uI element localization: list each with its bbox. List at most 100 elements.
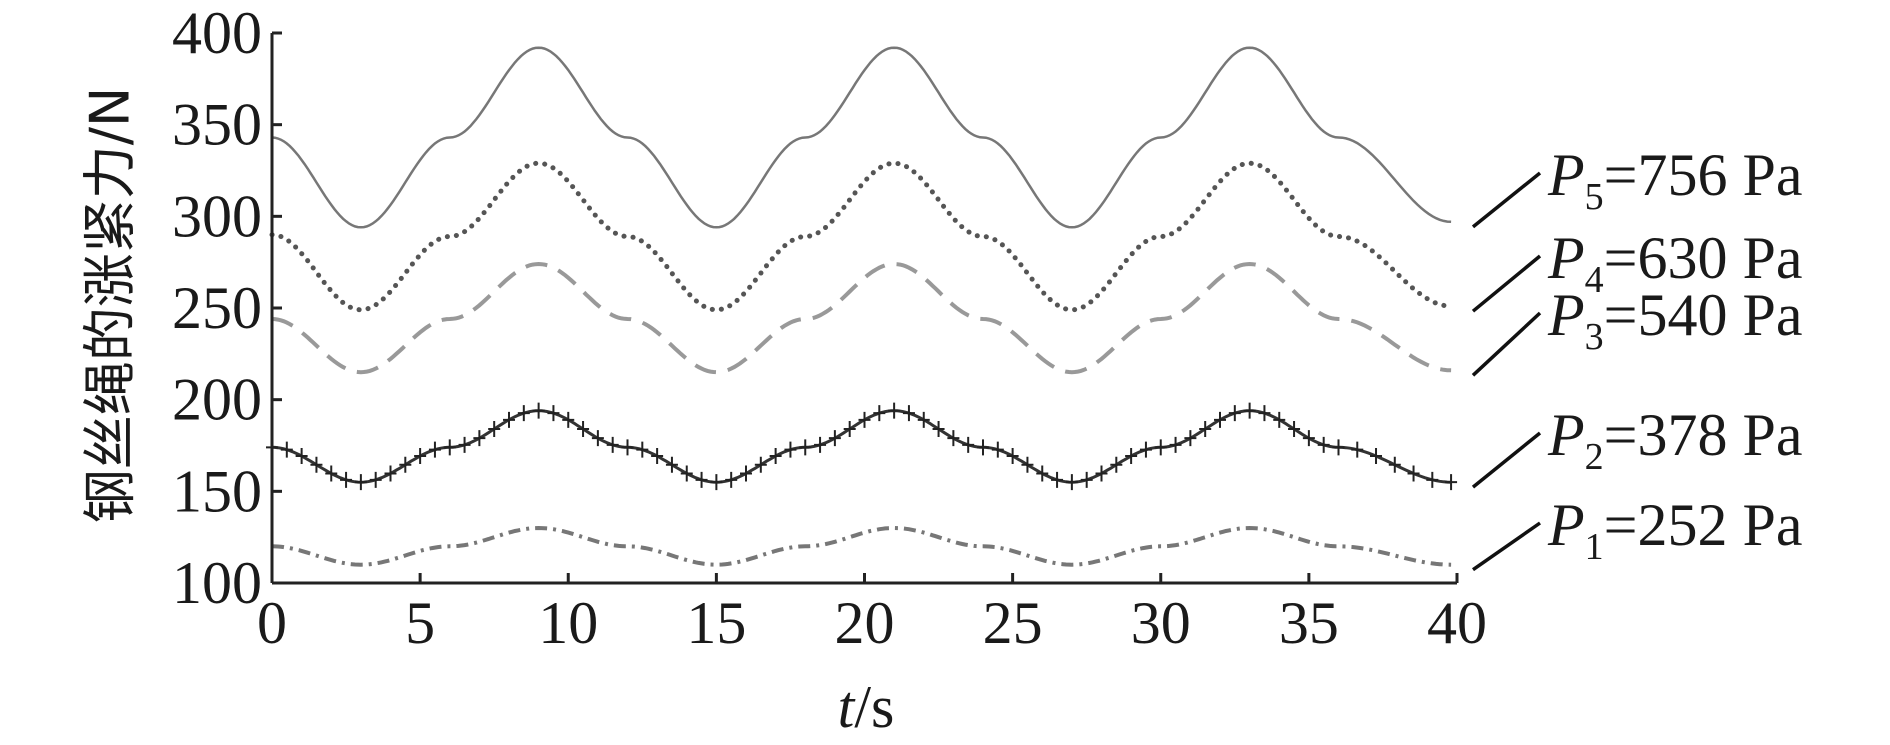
- x-axis-title: t/s: [838, 674, 895, 740]
- legend-leader-line: [1471, 431, 1542, 489]
- series-marker: [769, 448, 782, 465]
- legend-label: P4=630 Pa: [1547, 225, 1803, 301]
- legend-leader-line: [1471, 311, 1542, 377]
- x-tick-label: 25: [983, 590, 1043, 656]
- series-line: [271, 261, 1452, 375]
- series-marker: [1351, 441, 1364, 458]
- legend-sub: 1: [1585, 526, 1604, 568]
- legend-var: P: [1547, 142, 1585, 208]
- series-marker: [562, 411, 575, 428]
- y-tick-label: 150: [172, 458, 262, 524]
- series-marker: [1184, 430, 1197, 447]
- series-marker: [1228, 405, 1241, 422]
- x-tick-label: 5: [405, 590, 435, 656]
- series-marker: [1243, 402, 1256, 419]
- series-marker: [325, 465, 338, 482]
- series-marker: [428, 441, 441, 458]
- series-marker: [725, 471, 738, 488]
- series-marker: [1110, 456, 1123, 473]
- series-marker: [695, 471, 708, 488]
- series-marker: [310, 456, 323, 473]
- series-marker: [1445, 474, 1458, 491]
- series-marker: [1258, 405, 1271, 422]
- x-tick-label: 10: [538, 590, 598, 656]
- series-marker: [473, 430, 486, 447]
- series-marker: [1139, 441, 1152, 458]
- legend-value: =630 Pa: [1604, 225, 1803, 291]
- legend-leader-line: [1471, 254, 1542, 313]
- legend-var: P: [1547, 402, 1585, 468]
- series-marker: [962, 436, 975, 453]
- series-marker: [1051, 471, 1064, 488]
- y-tick-label: 300: [172, 183, 262, 249]
- series-marker: [1154, 439, 1167, 456]
- legend-value: =540 Pa: [1604, 282, 1803, 348]
- legend-leader-line: [1471, 521, 1542, 572]
- series-marker: [532, 402, 545, 419]
- x-tick-label: 20: [835, 590, 895, 656]
- series-5: [271, 46, 1452, 229]
- series-marker: [577, 421, 590, 437]
- y-tick-label: 200: [172, 367, 262, 433]
- legend-item-2: P2=378 Pa: [1471, 402, 1803, 489]
- legend-leader-line: [1471, 171, 1542, 229]
- series-marker: [1080, 471, 1093, 488]
- legend-var: P: [1547, 492, 1585, 558]
- series-marker: [651, 448, 664, 465]
- series-marker: [665, 456, 678, 473]
- series-marker: [636, 441, 649, 458]
- axes-layer: [270, 33, 1457, 585]
- series-marker: [354, 474, 367, 491]
- series-layer: [266, 46, 1458, 567]
- x-axis-unit: /s: [854, 674, 894, 740]
- series-marker: [784, 441, 797, 458]
- legend-item-5: P5=756 Pa: [1471, 142, 1803, 229]
- legend-sub: 4: [1585, 259, 1604, 301]
- legend-label: P3=540 Pa: [1547, 282, 1803, 358]
- legend-item-4: P4=630 Pa: [1471, 225, 1803, 313]
- series-marker: [458, 436, 471, 453]
- series-marker: [488, 421, 501, 437]
- series-marker: [917, 411, 930, 428]
- series-marker: [754, 456, 767, 473]
- series-marker: [888, 402, 901, 419]
- series-marker: [828, 430, 841, 447]
- legend-item-3: P3=540 Pa: [1471, 282, 1803, 377]
- x-tick-label: 0: [257, 590, 287, 656]
- y-axis-title-text: 钢丝绳的涨紧力/N: [79, 87, 142, 524]
- series-marker: [517, 405, 530, 422]
- legend-sub: 3: [1585, 316, 1604, 358]
- series-marker: [1199, 421, 1212, 437]
- series-marker: [1021, 456, 1034, 473]
- legend-label: P5=756 Pa: [1547, 142, 1803, 218]
- series-marker: [1214, 411, 1226, 428]
- series-marker: [1288, 421, 1301, 437]
- series-marker: [621, 439, 634, 456]
- series-marker: [591, 430, 604, 447]
- series-marker: [1273, 411, 1286, 428]
- legend-sub: 2: [1585, 436, 1604, 478]
- series-marker: [1388, 456, 1401, 473]
- y-tick-label: 350: [172, 92, 262, 158]
- series-marker: [902, 405, 915, 422]
- series-marker: [1095, 465, 1108, 482]
- series-marker: [503, 411, 515, 428]
- series-marker: [399, 456, 412, 473]
- series-marker: [369, 471, 382, 488]
- series-marker: [932, 421, 945, 437]
- legend-item-1: P1=252 Pa: [1471, 492, 1803, 572]
- x-tick-label: 15: [686, 590, 746, 656]
- y-axis-title: 钢丝绳的涨紧力/N: [79, 87, 142, 524]
- series-marker: [384, 465, 397, 482]
- x-tick-label: 35: [1279, 590, 1339, 656]
- series-marker: [547, 405, 560, 422]
- y-tick-label: 250: [172, 275, 262, 341]
- x-tick-label: 30: [1131, 590, 1191, 656]
- series-marker: [858, 411, 871, 428]
- series-marker: [814, 436, 827, 453]
- series-line: [269, 160, 1454, 313]
- series-marker: [1302, 430, 1315, 447]
- legend-label: P2=378 Pa: [1547, 402, 1803, 478]
